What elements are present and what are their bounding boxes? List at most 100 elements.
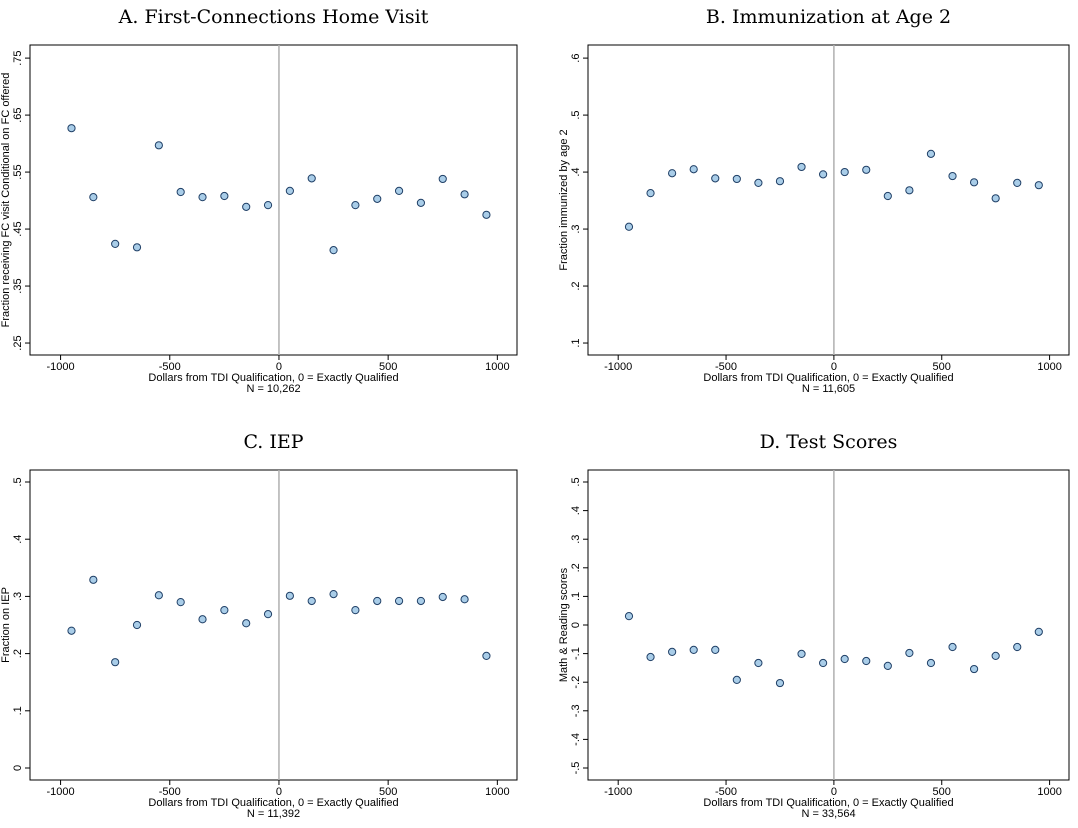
y-tick-label: .2 — [570, 281, 582, 290]
point — [351, 606, 360, 615]
note: N = 33,564 — [801, 808, 855, 820]
point — [1013, 642, 1022, 652]
point — [754, 178, 763, 188]
x-tick-label: -500 — [159, 786, 181, 798]
y-tick-label: .1 — [570, 592, 582, 601]
point — [132, 620, 142, 630]
y-axis-label: Fraction receiving FC visit Conditional … — [0, 73, 12, 328]
panel-title: D. Test Scores — [760, 431, 898, 453]
point — [154, 141, 163, 150]
point — [242, 619, 251, 628]
x-axis-label: Dollars from TDI Qualification, 0 = Exac… — [148, 797, 398, 809]
x-tick-label: -500 — [715, 361, 737, 373]
point — [416, 596, 426, 606]
point — [111, 239, 120, 248]
point — [754, 658, 763, 668]
point — [438, 592, 447, 602]
x-tick-label: -1000 — [47, 786, 75, 798]
y-tick-label: .3 — [570, 224, 582, 233]
x-tick-label: 0 — [831, 786, 837, 798]
point — [307, 596, 316, 606]
y-tick-label: .65 — [12, 107, 24, 122]
y-tick-label: .25 — [12, 335, 24, 350]
x-tick-label: -1000 — [604, 786, 632, 798]
point — [862, 165, 871, 174]
note: N = 10,262 — [246, 383, 300, 395]
point — [198, 193, 207, 202]
point — [646, 189, 655, 198]
x-tick-label: 0 — [276, 786, 282, 798]
point — [220, 191, 229, 201]
y-tick-label: .2 — [570, 563, 582, 572]
point — [482, 210, 491, 219]
point — [89, 193, 98, 202]
point — [948, 642, 957, 652]
y-tick-label: -.1 — [570, 647, 582, 660]
point — [840, 167, 849, 177]
x-tick-label: 1000 — [1037, 786, 1061, 798]
point — [263, 610, 273, 619]
plot-frame — [29, 469, 518, 781]
y-axis-label: Math & Reading scores — [558, 567, 570, 682]
point — [819, 170, 828, 179]
y-tick-label: .3 — [570, 535, 582, 544]
panel-title: C. IEP — [243, 431, 303, 453]
point — [460, 190, 469, 199]
y-axis-label: Fraction on IEP — [0, 587, 12, 663]
point — [732, 675, 741, 685]
y-tick-label: .4 — [570, 506, 582, 515]
point — [307, 174, 316, 183]
x-tick-label: -500 — [159, 361, 181, 373]
point — [819, 658, 828, 668]
point — [220, 606, 229, 615]
point — [460, 595, 469, 604]
point — [991, 194, 1000, 203]
point — [132, 243, 142, 252]
panel-title: A. First-Connections Home Visit — [118, 6, 429, 28]
point — [797, 649, 806, 658]
y-tick-label: .75 — [12, 50, 24, 65]
y-tick-label: 0 — [570, 622, 582, 628]
point — [668, 169, 677, 178]
y-tick-label: .1 — [12, 706, 24, 715]
x-tick-label: -500 — [715, 786, 737, 798]
x-axis-label: Dollars from TDI Qualification, 0 = Exac… — [703, 372, 953, 384]
point — [948, 171, 957, 181]
point — [89, 575, 98, 584]
plot-frame — [587, 469, 1070, 781]
point — [689, 165, 698, 174]
x-tick-label: 500 — [933, 786, 951, 798]
plot-frame — [587, 44, 1070, 356]
point — [646, 652, 655, 662]
y-tick-label: .4 — [12, 535, 24, 544]
plot-frame — [29, 44, 518, 356]
point — [242, 202, 251, 211]
y-tick-label: -.3 — [570, 704, 582, 717]
note: N = 11,605 — [802, 383, 855, 395]
y-tick-label: -.5 — [570, 762, 582, 775]
y-tick-label: .5 — [570, 477, 582, 486]
point — [154, 591, 163, 600]
x-tick-label: -1000 — [604, 361, 632, 373]
point — [689, 645, 698, 654]
y-tick-label: .4 — [570, 167, 582, 176]
y-tick-label: -.4 — [570, 733, 582, 746]
x-tick-label: -1000 — [47, 361, 75, 373]
point — [840, 654, 849, 664]
y-tick-label: .35 — [12, 278, 24, 293]
point — [883, 661, 892, 670]
y-tick-label: .6 — [570, 54, 582, 63]
y-tick-label: .1 — [570, 338, 582, 347]
point — [926, 149, 936, 158]
point — [797, 162, 806, 172]
point — [351, 201, 360, 210]
point — [775, 678, 785, 688]
point — [438, 174, 447, 184]
point — [482, 651, 491, 660]
point — [285, 186, 294, 195]
x-tick-label: 1000 — [485, 361, 509, 373]
point — [263, 201, 273, 210]
point — [883, 191, 892, 201]
point — [67, 626, 76, 635]
